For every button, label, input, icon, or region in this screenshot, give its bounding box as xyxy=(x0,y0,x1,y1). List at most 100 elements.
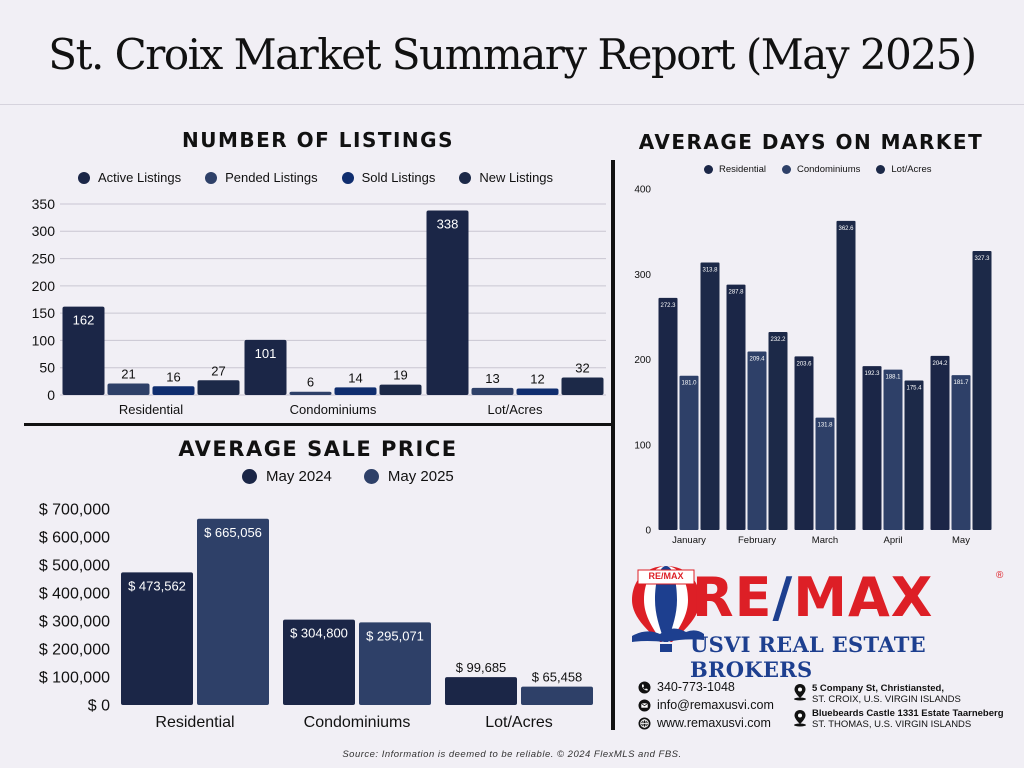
legend-label: Sold Listings xyxy=(361,170,436,185)
data-label: 232.2 xyxy=(770,337,786,343)
office-st-croix: 5 Company St, Christiansted, ST. CROIX, … xyxy=(812,683,961,705)
phone-number: 340-773-1048 xyxy=(657,680,735,694)
bar-sold-listings xyxy=(516,388,559,395)
bar-pended-listings xyxy=(471,387,514,395)
x-category-label: Lot/Acres xyxy=(485,714,553,731)
x-category-label: January xyxy=(672,535,706,546)
page-title: St. Croix Market Summary Report (May 202… xyxy=(48,30,977,79)
legend-label: Condominiums xyxy=(797,164,861,175)
bar-may-2025 xyxy=(359,622,431,705)
data-label: 13 xyxy=(485,371,499,386)
mail-icon xyxy=(638,699,651,712)
data-label: 287.8 xyxy=(728,290,744,296)
x-category-label: Residential xyxy=(119,402,183,417)
logo-re: RE xyxy=(692,566,773,629)
bar-condominiums xyxy=(951,375,971,530)
legend-label: May 2024 xyxy=(266,468,332,485)
bar-new-listings xyxy=(197,380,240,395)
data-label: 203.6 xyxy=(796,361,812,367)
data-label: $ 473,562 xyxy=(128,578,186,593)
y-tick-label: $ 100,000 xyxy=(39,670,110,687)
days-legend: Residential Condominiums Lot/Acres xyxy=(704,164,932,175)
data-label: 19 xyxy=(393,368,407,383)
y-tick-label: 150 xyxy=(32,305,56,321)
data-label: 209.4 xyxy=(749,356,765,362)
bar-may-2025 xyxy=(197,518,269,705)
contact-website[interactable]: www.remaxusvi.com xyxy=(638,716,771,730)
data-label: $ 65,458 xyxy=(532,670,583,685)
days-chart-title: AVERAGE DAYS ON MARKET xyxy=(638,130,984,154)
x-category-label: Condominiums xyxy=(290,402,377,417)
map-pin-icon xyxy=(794,684,806,701)
bar-new-listings xyxy=(561,377,604,395)
y-tick-label: 100 xyxy=(32,332,56,348)
data-label: 338 xyxy=(437,217,459,232)
balloon-icon xyxy=(632,566,704,652)
legend-label: Lot/Acres xyxy=(891,164,932,175)
data-label: 362.6 xyxy=(838,226,854,232)
bar-condominiums xyxy=(883,369,903,530)
y-tick-label: 350 xyxy=(32,196,56,212)
bar-active-listings xyxy=(62,306,105,395)
office-st-thomas-street: Bluebeards Castle 1331 Estate Taarneberg xyxy=(812,708,1004,719)
legend-may-2024: May 2024 xyxy=(242,468,332,485)
y-tick-label: 250 xyxy=(32,250,56,266)
y-tick-label: $ 200,000 xyxy=(39,642,110,659)
bar-lot-acres xyxy=(700,262,720,530)
contact-email[interactable]: info@remaxusvi.com xyxy=(638,698,774,712)
legend-sold-listings: Sold Listings xyxy=(341,170,436,185)
legend-label: New Listings xyxy=(479,170,554,185)
data-label: $ 295,071 xyxy=(366,628,424,643)
source-note: Source: Information is deemed to be reli… xyxy=(342,749,682,760)
legend-label: Pended Listings xyxy=(225,170,318,185)
data-label: $ 665,056 xyxy=(204,525,262,540)
data-label: 21 xyxy=(121,367,135,382)
x-category-label: February xyxy=(738,535,776,546)
data-label: 131.8 xyxy=(817,423,833,429)
office-st-croix-street: 5 Company St, Christiansted, xyxy=(812,683,944,694)
data-label: 327.3 xyxy=(974,256,990,262)
sale-price-legend: May 2024 May 2025 xyxy=(242,468,454,485)
y-tick-label: $ 600,000 xyxy=(39,530,110,547)
listings-legend: Active Listings Pended Listings Sold Lis… xyxy=(78,170,553,185)
data-label: $ 99,685 xyxy=(456,660,507,675)
bar-condominiums xyxy=(815,417,835,530)
bar-residential xyxy=(862,366,882,530)
bar-may-2024 xyxy=(445,677,517,705)
section-divider xyxy=(24,423,612,426)
logo-slash: / xyxy=(772,566,794,629)
y-tick-label: 50 xyxy=(39,360,55,376)
data-label: $ 304,800 xyxy=(290,626,348,641)
logo-subtitle: USVI REAL ESTATE BROKERS xyxy=(690,632,926,682)
bar-pended-listings xyxy=(107,383,150,395)
data-label: 204.2 xyxy=(932,361,948,367)
bar-lot-acres xyxy=(904,380,924,530)
registered-mark: ® xyxy=(996,570,1004,581)
data-label: 181.7 xyxy=(953,380,969,386)
office-st-thomas: Bluebeards Castle 1331 Estate Taarneberg… xyxy=(812,708,1004,730)
y-tick-label: $ 300,000 xyxy=(39,614,110,631)
bar-sold-listings xyxy=(152,386,195,395)
bar-condominiums xyxy=(679,375,699,530)
y-tick-label: 400 xyxy=(634,185,651,196)
y-tick-label: 200 xyxy=(32,278,56,294)
logo-badge-text: RE/MAX xyxy=(648,571,684,581)
legend-label: Active Listings xyxy=(98,170,182,185)
data-label: 16 xyxy=(166,369,180,384)
bar-may-2024 xyxy=(121,572,193,705)
bar-may-2025 xyxy=(521,686,593,705)
office-st-croix-region: ST. CROIX, U.S. VIRGIN ISLANDS xyxy=(812,694,961,705)
contact-phone[interactable]: 340-773-1048 xyxy=(638,680,735,694)
logo-max: MAX xyxy=(793,566,934,629)
data-label: 162 xyxy=(73,313,95,328)
x-category-label: May xyxy=(952,535,970,546)
y-tick-label: $ 500,000 xyxy=(39,558,110,575)
bar-lot-acres xyxy=(768,332,788,530)
website-url: www.remaxusvi.com xyxy=(657,716,771,730)
y-tick-label: $ 400,000 xyxy=(39,586,110,603)
x-category-label: Lot/Acres xyxy=(488,402,543,417)
data-label: 192.3 xyxy=(864,371,880,377)
bar-residential xyxy=(658,297,678,530)
